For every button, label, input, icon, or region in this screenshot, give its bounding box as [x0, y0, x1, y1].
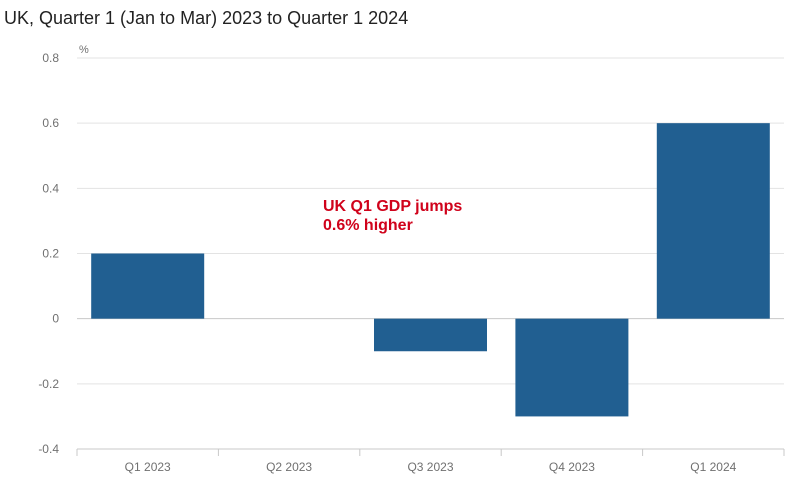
x-axis: Q1 2023 Q2 2023 Q3 2023 Q4 2023 Q1 2024: [77, 449, 784, 474]
x-tick-label: Q4 2023: [549, 460, 595, 474]
annotation-line-1: UK Q1 GDP jumps: [323, 198, 462, 215]
y-tick-label: 0.4: [42, 181, 59, 195]
y-tick-label: 0.2: [42, 247, 59, 261]
x-tick-label: Q1 2023: [125, 460, 171, 474]
annotation-line-2: 0.6% higher: [323, 217, 413, 234]
bar: [374, 319, 487, 352]
x-tick-label: Q3 2023: [407, 460, 453, 474]
y-tick-label: 0.6: [42, 116, 59, 130]
bars: [91, 123, 770, 416]
bar-chart: 0.8 0.6 0.4 0.2 0 -0.2 -0.4 % Q1 2023 Q2 2023 Q3…: [0, 0, 800, 497]
annotation: UK Q1 GDP jumps 0.6% higher: [323, 198, 467, 234]
x-tick-label: Q1 2024: [690, 460, 736, 474]
y-tick-label: -0.4: [38, 442, 59, 456]
x-tick-label: Q2 2023: [266, 460, 312, 474]
bar: [657, 123, 770, 319]
y-axis-ticks: 0.8 0.6 0.4 0.2 0 -0.2 -0.4: [38, 51, 59, 456]
y-tick-label: 0: [52, 312, 59, 326]
bar: [91, 254, 204, 319]
bar: [515, 319, 628, 417]
y-axis-unit-label: %: [79, 44, 89, 56]
y-tick-label: 0.8: [42, 51, 59, 65]
y-tick-label: -0.2: [38, 377, 59, 391]
